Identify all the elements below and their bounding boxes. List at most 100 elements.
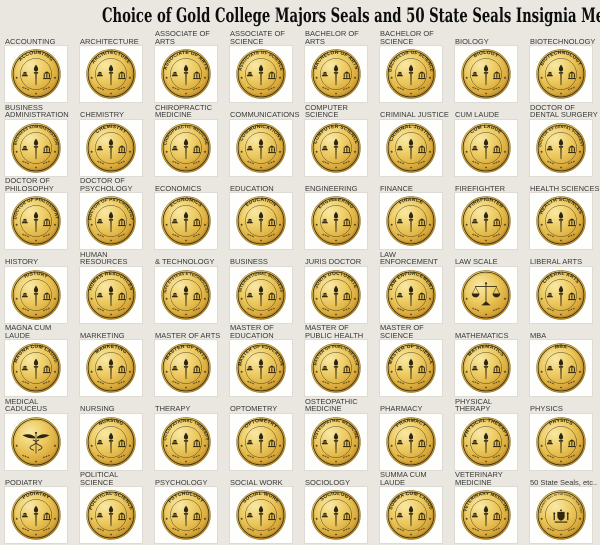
seal-thumbnail[interactable]: MARKETING (80, 340, 142, 396)
seal-thumbnail[interactable]: MASTER OF EDUCATION (230, 340, 292, 396)
torch-icon (108, 432, 114, 440)
seal-thumbnail[interactable]: HUMAN RESOURCES (80, 266, 142, 323)
left-chevrons-icon: ««« (471, 525, 480, 533)
seal-thumbnail[interactable]: OPTOMETRY (230, 413, 292, 470)
seal-thumbnail[interactable]: PHYSICAL THERAPY (455, 413, 517, 470)
torch-icon (108, 211, 114, 219)
seal-thumbnail[interactable]: MASTER OF PUBLIC HEALTH (305, 340, 367, 396)
seal-thumbnail[interactable]: MBA (530, 340, 592, 396)
seal-thumbnail[interactable]: CHEMISTRY (80, 119, 142, 176)
seal-cell: VETERINARY MEDICINE VETERINARY MEDICINE (450, 470, 525, 544)
seal-thumbnail[interactable]: ASSOCIATE OF ARTS (155, 46, 217, 102)
gold-seal-graphic: ACCOUNTING (11, 49, 61, 99)
seal-thumbnail[interactable]: JURIS DOCTORATE (305, 266, 367, 323)
seal-thumbnail[interactable]: BACHELOR OF ARTS (305, 46, 367, 102)
seal-thumbnail[interactable]: ACCOUNTING (5, 46, 67, 102)
seal-label: LAW SCALE (455, 257, 498, 266)
seal-thumbnail[interactable]: ★ ★ ★ ««« »»» (455, 266, 517, 323)
seal-thumbnail[interactable]: INFO SYSTEMS & TECHNOLOGY (155, 266, 217, 323)
seal-thumbnail[interactable]: DOCTOR OF PSYCHOLOGY (80, 193, 142, 249)
right-chevrons-icon: »»» (417, 378, 426, 386)
bottom-star-icon: ★ (560, 533, 563, 537)
bottom-star-icon: ★ (410, 165, 413, 169)
seal-thumbnail[interactable]: DOCTOR OF DENTAL SURGERY (530, 119, 592, 176)
seal-thumbnail[interactable]: ECONOMICS (155, 193, 217, 249)
seal-thumbnail[interactable]: ★ ★ ★ ««« »»» (5, 413, 67, 470)
bottom-star-icon: ★ (410, 533, 413, 537)
left-chevrons-icon: ««« (171, 305, 180, 313)
torch-and-temple-icons (171, 285, 201, 306)
seal-thumbnail[interactable]: MAGNA CUM LAUDE (5, 340, 67, 396)
seal-thumbnail[interactable]: HEALTH SCIENCES (530, 193, 592, 249)
seal-thumbnail[interactable]: ENGINEERING (305, 193, 367, 249)
seal-thumbnail[interactable]: VETERINARY MEDICINE (455, 487, 517, 543)
seal-thumbnail[interactable]: MATHEMATICS (455, 340, 517, 396)
torch-and-temple-icons (471, 211, 501, 233)
seal-thumbnail[interactable]: CUM LAUDE (455, 119, 517, 176)
seal-thumbnail[interactable]: ARCHITECTURE (80, 46, 142, 102)
seal-thumbnail[interactable]: NURSING (80, 413, 142, 470)
seal-thumbnail[interactable]: HISTORY (5, 266, 67, 323)
torch-icon (33, 358, 39, 366)
seal-thumbnail[interactable]: BACHELOR OF SCIENCE (380, 46, 442, 102)
bottom-star-icon: ★ (560, 165, 563, 169)
seal-thumbnail[interactable]: INTERNATIONAL BUSINESS (230, 266, 292, 323)
seal-label: MASTER OF EDUCATION (230, 323, 274, 340)
seal-thumbnail[interactable]: BIOLOGY (455, 46, 517, 102)
bottom-star-icon: ★ (260, 459, 263, 463)
bottom-star-icon: ★ (185, 165, 188, 169)
books-icon (546, 71, 553, 77)
seal-thumbnail[interactable]: FIREFIGHTER (455, 193, 517, 249)
seal-thumbnail[interactable]: BUSINESS ADMINISTRATION (5, 119, 67, 176)
seal-thumbnail[interactable]: ASSOCIATE OF SCIENCE (230, 46, 292, 102)
bottom-star-icon: ★ (335, 92, 338, 96)
seal-thumbnail[interactable]: OSTEOPATHIC MEDICINE (305, 413, 367, 470)
seal-thumbnail[interactable]: THE GREAT SEAL OF THE STATE OF NEW YORK (530, 487, 592, 543)
seal-label: CHEMISTRY (80, 110, 125, 119)
seal-thumbnail[interactable]: FINANCE (380, 193, 442, 249)
seal-thumbnail[interactable]: MASTER OF ARTS (155, 340, 217, 396)
seal-thumbnail[interactable]: PSYCHOLOGY (155, 487, 217, 543)
right-star-icon: ★ (428, 297, 432, 301)
gold-seal-graphic: MASTER OF ARTS (161, 343, 211, 393)
seal-thumbnail[interactable]: BIOTECHNOLOGY (530, 46, 592, 102)
left-chevrons-icon: ««« (21, 452, 30, 460)
torch-icon (483, 211, 489, 219)
torch-and-temple-icons (546, 64, 576, 86)
seal-label: VETERINARY MEDICINE (455, 470, 503, 487)
torch-icon (33, 505, 39, 513)
right-star-icon: ★ (53, 517, 57, 521)
seal-thumbnail[interactable]: POLITICAL SCIENCE (80, 487, 142, 543)
seal-thumbnail[interactable]: SOCIAL WORK (230, 487, 292, 543)
left-star-icon: ★ (165, 444, 169, 448)
temple-icon (418, 438, 426, 447)
seal-thumbnail[interactable]: PODIATRY (5, 487, 67, 543)
torch-and-temple-icons (396, 64, 426, 86)
seal-thumbnail[interactable]: COMPUTER SCIENCE (305, 119, 367, 176)
seal-thumbnail[interactable]: CHIROPRACTIC MEDICINE (155, 119, 217, 176)
books-icon (246, 145, 253, 150)
seal-thumbnail[interactable]: PHARMACY (380, 413, 442, 470)
seal-thumbnail[interactable]: PHYSICS (530, 413, 592, 470)
seal-thumbnail[interactable]: LAW ENFORCEMENT (380, 266, 442, 323)
right-chevrons-icon: »»» (42, 305, 51, 313)
seal-thumbnail[interactable]: OCCUPATIONAL THERAPY (155, 413, 217, 470)
seal-decorations: ★ ★ ★ ««« »»» (540, 517, 582, 536)
right-chevrons-icon: »»» (492, 231, 501, 239)
books-icon (246, 365, 253, 371)
left-chevrons-icon: ««« (171, 452, 180, 460)
seal-thumbnail[interactable]: SUMMA CUM LAUDE (380, 487, 442, 543)
seal-thumbnail[interactable]: LIBERAL ARTS (530, 266, 592, 323)
seal-thumbnail[interactable]: COMMUNICATIONS (230, 119, 292, 176)
scales-of-justice-icon (471, 281, 501, 305)
left-star-icon: ★ (165, 223, 169, 227)
seal-thumbnail[interactable]: MASTER OF SCIENCE (380, 340, 442, 396)
seal-thumbnail[interactable]: SOCIOLOGY (305, 487, 367, 543)
left-star-icon: ★ (540, 370, 544, 374)
seal-thumbnail[interactable]: EDUCATION (230, 193, 292, 249)
seal-thumbnail[interactable]: DOCTOR OF PHILOSOPHY (5, 193, 67, 249)
right-chevrons-icon: »»» (42, 525, 51, 533)
books-icon (171, 439, 178, 444)
left-chevrons-icon: ««« (321, 378, 330, 386)
seal-thumbnail[interactable]: CRIMINAL JUSTICE (380, 119, 442, 176)
